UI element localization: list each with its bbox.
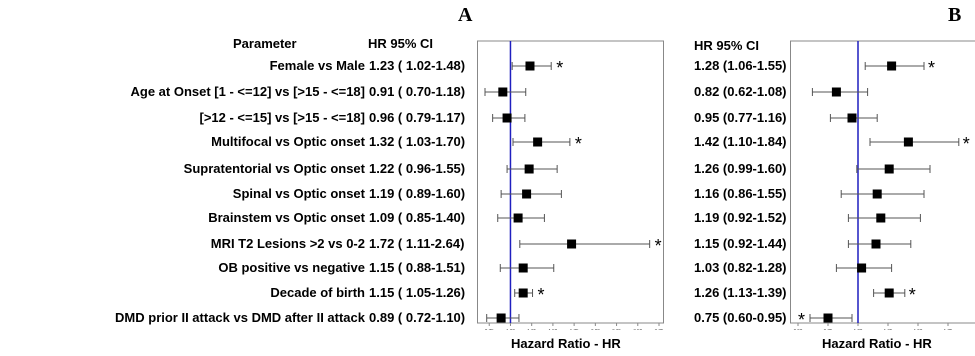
- x-tick-label: 1.75: [944, 328, 953, 330]
- hr-marker: [513, 213, 523, 223]
- hr-marker: [567, 239, 577, 249]
- row-label-a: Female vs Male: [269, 58, 365, 73]
- hr-marker: [498, 87, 508, 97]
- hr-marker: [823, 313, 833, 323]
- row-label-a: MRI T2 Lesions >2 vs 0-2: [210, 236, 365, 251]
- x-tick-label: 2.00: [591, 328, 600, 330]
- hr-marker: [502, 113, 512, 123]
- row-hr-text-b: 1.03 (0.82-1.28): [694, 260, 787, 275]
- hr-marker: [518, 288, 528, 298]
- hr-ci-header-a: HR 95% CI: [368, 36, 434, 51]
- forest-plot-b: 0.50 0.75 1.00 1.25 1.50 1.75 * * * *: [790, 40, 975, 330]
- hr-marker: [533, 137, 543, 147]
- hr-marker: [831, 87, 841, 97]
- row-hr-text-b: 1.15 (0.92-1.44): [694, 236, 787, 251]
- row-hr-text-a: 0.89 ( 0.72-1.10): [369, 310, 466, 325]
- hr-marker: [847, 113, 857, 123]
- x-tick-label: 1.25: [884, 328, 893, 330]
- x-tick-label: 0.50: [794, 328, 803, 330]
- x-tick-label: 1.50: [914, 328, 923, 330]
- panel-label-a: A: [458, 4, 473, 26]
- hr-marker: [518, 263, 528, 273]
- hr-marker: [524, 164, 534, 174]
- forest-plot-a: 0.75 1.00 1.25 1.50 1.75 2.00 2.25 2.50 2.75 * * * *: [477, 40, 664, 330]
- significance-star: *: [538, 285, 545, 305]
- x-tick-label: 1.00: [854, 328, 863, 330]
- x-tick-label: 1.25: [527, 328, 536, 330]
- plot-frame: [790, 40, 975, 324]
- panel-label-b: B: [948, 4, 962, 26]
- row-label-a: Age at Onset [1 - <=12] vs [>15 - <=18]: [130, 84, 365, 99]
- row-hr-text-b: 1.16 (0.86-1.55): [694, 186, 787, 201]
- row-hr-text-b: 1.42 (1.10-1.84): [694, 134, 787, 149]
- x-tick-label: 2.75: [655, 328, 664, 330]
- row-hr-text-a: 1.22 ( 0.96-1.55): [369, 161, 466, 176]
- x-tick-label: 0.75: [485, 328, 494, 330]
- hr-marker: [522, 189, 532, 199]
- significance-star: *: [909, 285, 916, 305]
- row-hr-text-a: 0.96 ( 0.79-1.17): [369, 110, 466, 125]
- row-hr-text-a: 1.32 ( 1.03-1.70): [369, 134, 466, 149]
- hr-marker: [872, 189, 882, 199]
- x-axis-title-b: Hazard Ratio - HR: [822, 336, 932, 351]
- x-tick-label: 1.75: [570, 328, 579, 330]
- row-hr-text-b: 0.82 (0.62-1.08): [694, 84, 787, 99]
- significance-star: *: [928, 58, 935, 78]
- row-hr-text-b: 0.75 (0.60-0.95): [694, 310, 787, 325]
- row-label-a: Supratentorial vs Optic onset: [183, 161, 365, 176]
- hr-marker: [903, 137, 913, 147]
- hr-ci-header-b: HR 95% CI: [694, 38, 760, 53]
- hr-marker: [884, 288, 894, 298]
- row-label-a: [>12 - <=15] vs [>15 - <=18]: [199, 110, 366, 125]
- row-label-a: Multifocal vs Optic onset: [211, 134, 365, 149]
- x-axis-title-a: Hazard Ratio - HR: [511, 336, 621, 351]
- parameter-header: Parameter: [233, 36, 297, 51]
- x-tick-label: 1.00: [506, 328, 515, 330]
- row-hr-text-a: 1.15 ( 0.88-1.51): [369, 260, 466, 275]
- row-hr-text-a: 1.19 ( 0.89-1.60): [369, 186, 466, 201]
- row-hr-text-b: 1.26 (0.99-1.60): [694, 161, 787, 176]
- significance-star: *: [963, 134, 970, 154]
- row-label-a: Decade of birth: [270, 285, 365, 300]
- row-label-a: Brainstem vs Optic onset: [208, 210, 365, 225]
- row-hr-text-a: 1.15 ( 1.05-1.26): [369, 285, 466, 300]
- x-tick-label: 2.25: [612, 328, 621, 330]
- row-hr-text-a: 0.91 ( 0.70-1.18): [369, 84, 466, 99]
- row-hr-text-a: 1.72 ( 1.11-2.64): [369, 236, 465, 251]
- hr-marker: [857, 263, 867, 273]
- row-label-a: DMD prior II attack vs DMD after II atta…: [115, 310, 365, 325]
- x-tick-label: 2.50: [633, 328, 642, 330]
- row-hr-text-b: 1.26 (1.13-1.39): [694, 285, 787, 300]
- hr-marker: [871, 239, 881, 249]
- row-hr-text-b: 0.95 (0.77-1.16): [694, 110, 787, 125]
- x-tick-label: 0.75: [824, 328, 833, 330]
- row-label-a: Spinal vs Optic onset: [232, 186, 365, 201]
- hr-marker: [525, 61, 535, 71]
- significance-star: *: [798, 310, 805, 330]
- significance-star: *: [575, 134, 582, 154]
- hr-marker: [876, 213, 886, 223]
- hr-marker: [884, 164, 894, 174]
- row-hr-text-a: 1.09 ( 0.85-1.40): [369, 210, 466, 225]
- row-label-a: OB positive vs negative: [218, 260, 365, 275]
- row-hr-text-b: 1.19 (0.92-1.52): [694, 210, 787, 225]
- row-hr-text-b: 1.28 (1.06-1.55): [694, 58, 787, 73]
- hr-marker: [496, 313, 506, 323]
- significance-star: *: [556, 58, 563, 78]
- plot-frame: [477, 40, 664, 324]
- row-hr-text-a: 1.23 ( 1.02-1.48): [369, 58, 466, 73]
- x-tick-label: 1.50: [549, 328, 558, 330]
- significance-star: *: [655, 236, 662, 256]
- hr-marker: [887, 61, 897, 71]
